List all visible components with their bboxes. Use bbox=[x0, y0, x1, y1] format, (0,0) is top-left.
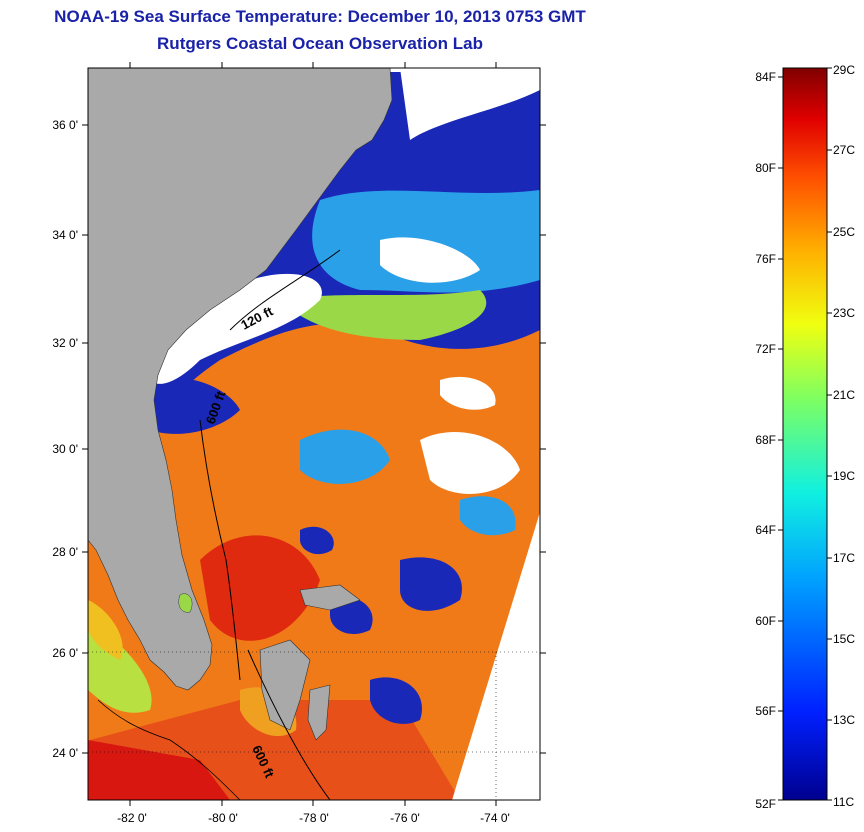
cb-f-76: 76F bbox=[755, 252, 776, 266]
cb-c-17: 17C bbox=[833, 551, 855, 565]
cool-patch-1 bbox=[300, 429, 390, 484]
cloud-3 bbox=[380, 237, 480, 283]
gulf-stream-core bbox=[200, 535, 320, 641]
cold-patch-1 bbox=[150, 377, 240, 434]
cool-patch-2 bbox=[460, 496, 516, 536]
cold-patch-4 bbox=[300, 526, 334, 555]
cold-patch-2 bbox=[400, 557, 462, 611]
eleuthera-island bbox=[307, 684, 331, 741]
cb-c-27: 27C bbox=[833, 143, 855, 157]
cb-f-64: 64F bbox=[755, 523, 776, 537]
contour-600ft-south bbox=[247, 649, 331, 801]
cloud-1 bbox=[150, 273, 322, 384]
cb-c-25: 25C bbox=[833, 225, 855, 239]
lon-label-76: -76 0' bbox=[390, 811, 420, 825]
cold-patch-5 bbox=[370, 677, 422, 724]
cb-f-60: 60F bbox=[755, 614, 776, 628]
lon-label-74: -74 0' bbox=[480, 811, 510, 825]
hot-water bbox=[88, 740, 230, 800]
contour-120ft bbox=[229, 249, 341, 331]
gridlines bbox=[88, 651, 540, 800]
andros-island bbox=[259, 639, 311, 731]
cb-c-21: 21C bbox=[833, 388, 855, 402]
lat-label-24: 24 0' bbox=[52, 746, 78, 760]
cb-f-80: 80F bbox=[755, 161, 776, 175]
cb-c-13: 13C bbox=[833, 713, 855, 727]
lake-okeechobee bbox=[178, 593, 193, 613]
lat-label-34: 34 0' bbox=[52, 228, 78, 242]
shelf-yellow bbox=[88, 600, 123, 660]
cloud-2 bbox=[400, 68, 540, 140]
grand-bahama-island bbox=[299, 584, 361, 611]
lat-label-26: 26 0' bbox=[52, 646, 78, 660]
cloud-4 bbox=[440, 376, 496, 410]
lat-label-28: 28 0' bbox=[52, 545, 78, 559]
cb-f-68: 68F bbox=[755, 433, 776, 447]
contour-gulf bbox=[97, 699, 241, 801]
lon-label-80: -80 0' bbox=[208, 811, 238, 825]
map-subtitle: Rutgers Coastal Ocean Observation Lab bbox=[157, 34, 483, 53]
colorbar-ticks bbox=[778, 67, 832, 801]
florida-land bbox=[87, 67, 393, 691]
map-title: NOAA-19 Sea Surface Temperature: Decembe… bbox=[54, 7, 586, 26]
lat-label-30: 30 0' bbox=[52, 442, 78, 456]
transition-water bbox=[280, 290, 487, 340]
colorbar bbox=[782, 67, 828, 801]
cb-c-29: 29C bbox=[833, 63, 855, 77]
cb-c-23: 23C bbox=[833, 306, 855, 320]
map-frame bbox=[87, 67, 541, 801]
cb-f-84: 84F bbox=[755, 70, 776, 84]
lon-label-82: -82 0' bbox=[117, 811, 147, 825]
lat-label-36: 36 0' bbox=[52, 118, 78, 132]
cb-f-72: 72F bbox=[755, 342, 776, 356]
cb-c-11: 11C bbox=[833, 795, 854, 809]
axis-ticks bbox=[82, 62, 546, 806]
lat-label-32: 32 0' bbox=[52, 336, 78, 350]
cb-c-19: 19C bbox=[833, 469, 855, 483]
cloud-5 bbox=[420, 431, 520, 494]
lon-label-78: -78 0' bbox=[299, 811, 329, 825]
cb-c-15: 15C bbox=[833, 632, 855, 646]
sst-field bbox=[88, 68, 540, 800]
cb-f-52: 52F bbox=[755, 797, 776, 811]
contour-600ft-west bbox=[199, 419, 241, 681]
cb-f-56: 56F bbox=[755, 704, 776, 718]
